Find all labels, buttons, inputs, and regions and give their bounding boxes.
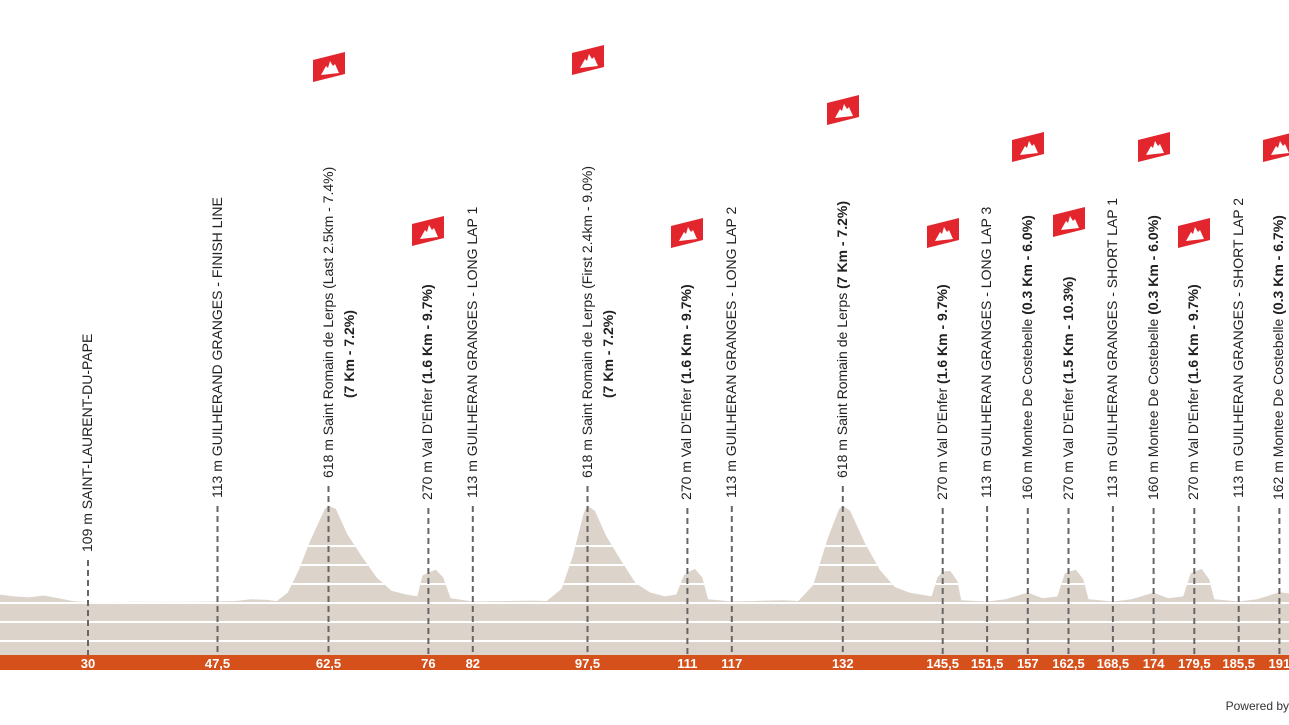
distance-tick-label: 47,5 bbox=[205, 656, 230, 671]
climb-stats: (1.6 Km - 9.7%) bbox=[1185, 284, 1202, 384]
mountain-flag-icon bbox=[670, 218, 704, 248]
marker-label-text: 160 m Montee De Costebelle bbox=[1018, 314, 1035, 500]
marker-label: 618 m Saint Romain de Lerps (7 Km - 7.2%… bbox=[834, 0, 851, 478]
distance-tick-label: 168,5 bbox=[1097, 656, 1130, 671]
marker-label-text: 618 m Saint Romain de Lerps (First 2.4km… bbox=[578, 165, 595, 478]
marker-label: 109 m SAINT-LAURENT-DU-PAPE bbox=[79, 0, 96, 552]
marker-label-text: 113 m GUILHERAN GRANGES - LONG LAP 2 bbox=[722, 206, 739, 498]
climb-stats: (1.6 Km - 9.7%) bbox=[419, 284, 436, 384]
distance-tick-label: 62,5 bbox=[316, 656, 341, 671]
marker-label-text: 270 m Val D'Enfer bbox=[1185, 383, 1202, 500]
distance-tick-label: 162,5 bbox=[1052, 656, 1085, 671]
marker-label-text: 618 m Saint Romain de Lerps bbox=[833, 288, 850, 478]
distance-tick-label: 97,5 bbox=[575, 656, 600, 671]
marker-label: 270 m Val D'Enfer (1.5 Km - 10.3%) bbox=[1060, 0, 1077, 500]
marker-label-text: 162 m Montee De Costebelle bbox=[1270, 314, 1287, 500]
mountain-flag-icon bbox=[571, 45, 605, 75]
marker-label-text: 113 m GUILHERAN GRANGES - SHORT LAP 2 bbox=[1229, 197, 1246, 498]
marker-label-text: 113 m GUILHERAN GRANGES - SHORT LAP 1 bbox=[1103, 197, 1120, 498]
distance-tick-label: 111 bbox=[677, 656, 697, 671]
marker-label-text: 270 m Val D'Enfer bbox=[933, 383, 950, 500]
marker-label: 113 m GUILHERAN GRANGES - LONG LAP 3 bbox=[978, 0, 995, 498]
mountain-flag-icon bbox=[411, 216, 445, 246]
distance-tick-label: 157 bbox=[1017, 656, 1039, 671]
marker-label: 270 m Val D'Enfer (1.6 Km - 9.7%) bbox=[678, 0, 695, 500]
marker-lines bbox=[87, 486, 1281, 655]
distance-tick-label: 191 bbox=[1269, 656, 1289, 671]
climb-stats: (1.6 Km - 9.7%) bbox=[933, 284, 950, 384]
distance-tick-label: 185,5 bbox=[1222, 656, 1255, 671]
mountain-flag-icon bbox=[1052, 207, 1086, 237]
marker-label-text: 113 m GUILHERAND GRANGES - FINISH LINE bbox=[208, 197, 225, 498]
marker-label: 270 m Val D'Enfer (1.6 Km - 9.7%) bbox=[419, 0, 436, 500]
marker-label-text: 113 m GUILHERAN GRANGES - LONG LAP 3 bbox=[978, 206, 995, 498]
marker-label-text: 113 m GUILHERAN GRANGES - LONG LAP 1 bbox=[463, 206, 480, 498]
distance-axis-bar bbox=[0, 655, 1289, 670]
marker-label: 162 m Montee De Costebelle (0.3 Km - 6.7… bbox=[1270, 0, 1287, 500]
climb-stats: (0.3 Km - 6.0%) bbox=[1144, 215, 1161, 315]
mountain-flag-icon bbox=[1011, 132, 1045, 162]
climb-stats: (0.3 Km - 6.0%) bbox=[1018, 215, 1035, 315]
distance-tick-label: 179,5 bbox=[1178, 656, 1211, 671]
powered-by: Powered by bbox=[1225, 699, 1289, 713]
marker-label: 113 m GUILHERAN GRANGES - LONG LAP 1 bbox=[464, 0, 481, 498]
marker-label: 270 m Val D'Enfer (1.6 Km - 9.7%) bbox=[934, 0, 951, 500]
distance-tick-label: 76 bbox=[421, 656, 435, 671]
marker-label: 113 m GUILHERAN GRANGES - LONG LAP 2 bbox=[723, 0, 740, 498]
climb-stats: (1.5 Km - 10.3%) bbox=[1059, 276, 1076, 384]
distance-tick-label: 174 bbox=[1143, 656, 1165, 671]
marker-label-text: 270 m Val D'Enfer bbox=[419, 383, 436, 500]
distance-tick-label: 117 bbox=[721, 656, 742, 671]
mountain-flag-icon bbox=[1137, 132, 1171, 162]
marker-label-text: 109 m SAINT-LAURENT-DU-PAPE bbox=[79, 333, 95, 552]
marker-label: 160 m Montee De Costebelle (0.3 Km - 6.0… bbox=[1019, 0, 1036, 500]
distance-tick-label: 145,5 bbox=[926, 656, 959, 671]
climb-stats: (7 Km - 7.2%) bbox=[833, 200, 850, 289]
marker-label: 113 m GUILHERAND GRANGES - FINISH LINE bbox=[209, 0, 226, 498]
mountain-flag-icon bbox=[926, 218, 960, 248]
mountain-flag-icon bbox=[826, 95, 860, 125]
distance-tick-label: 82 bbox=[466, 656, 480, 671]
marker-label: 270 m Val D'Enfer (1.6 Km - 9.7%) bbox=[1185, 0, 1202, 500]
mountain-flag-icon bbox=[1177, 218, 1211, 248]
distance-ticks: 30 47,5 62,5 76 82 97,5 111 117 132 145,5 151,5 157… bbox=[81, 656, 1289, 671]
elevation-profile bbox=[0, 505, 1289, 655]
climb-stats: (0.3 Km - 6.7%) bbox=[1270, 215, 1287, 315]
climb-stats: (1.6 Km - 9.7%) bbox=[678, 284, 695, 384]
distance-tick-label: 30 bbox=[81, 656, 95, 671]
marker-label-text: 160 m Montee De Costebelle bbox=[1144, 314, 1161, 500]
marker-label: 160 m Montee De Costebelle (0.3 Km - 6.0… bbox=[1145, 0, 1162, 500]
marker-label: 113 m GUILHERAN GRANGES - SHORT LAP 1 bbox=[1104, 0, 1121, 498]
marker-label-text: 618 m Saint Romain de Lerps (Last 2.5km … bbox=[319, 166, 336, 478]
mountain-flag-icon bbox=[312, 52, 346, 82]
marker-label-text: 270 m Val D'Enfer bbox=[678, 383, 695, 500]
distance-tick-label: 151,5 bbox=[971, 656, 1004, 671]
mountain-flag-icon bbox=[1262, 132, 1289, 162]
distance-tick-label: 132 bbox=[832, 656, 854, 671]
marker-label: 113 m GUILHERAN GRANGES - SHORT LAP 2 bbox=[1230, 0, 1247, 498]
marker-label-text: 270 m Val D'Enfer bbox=[1059, 383, 1076, 500]
